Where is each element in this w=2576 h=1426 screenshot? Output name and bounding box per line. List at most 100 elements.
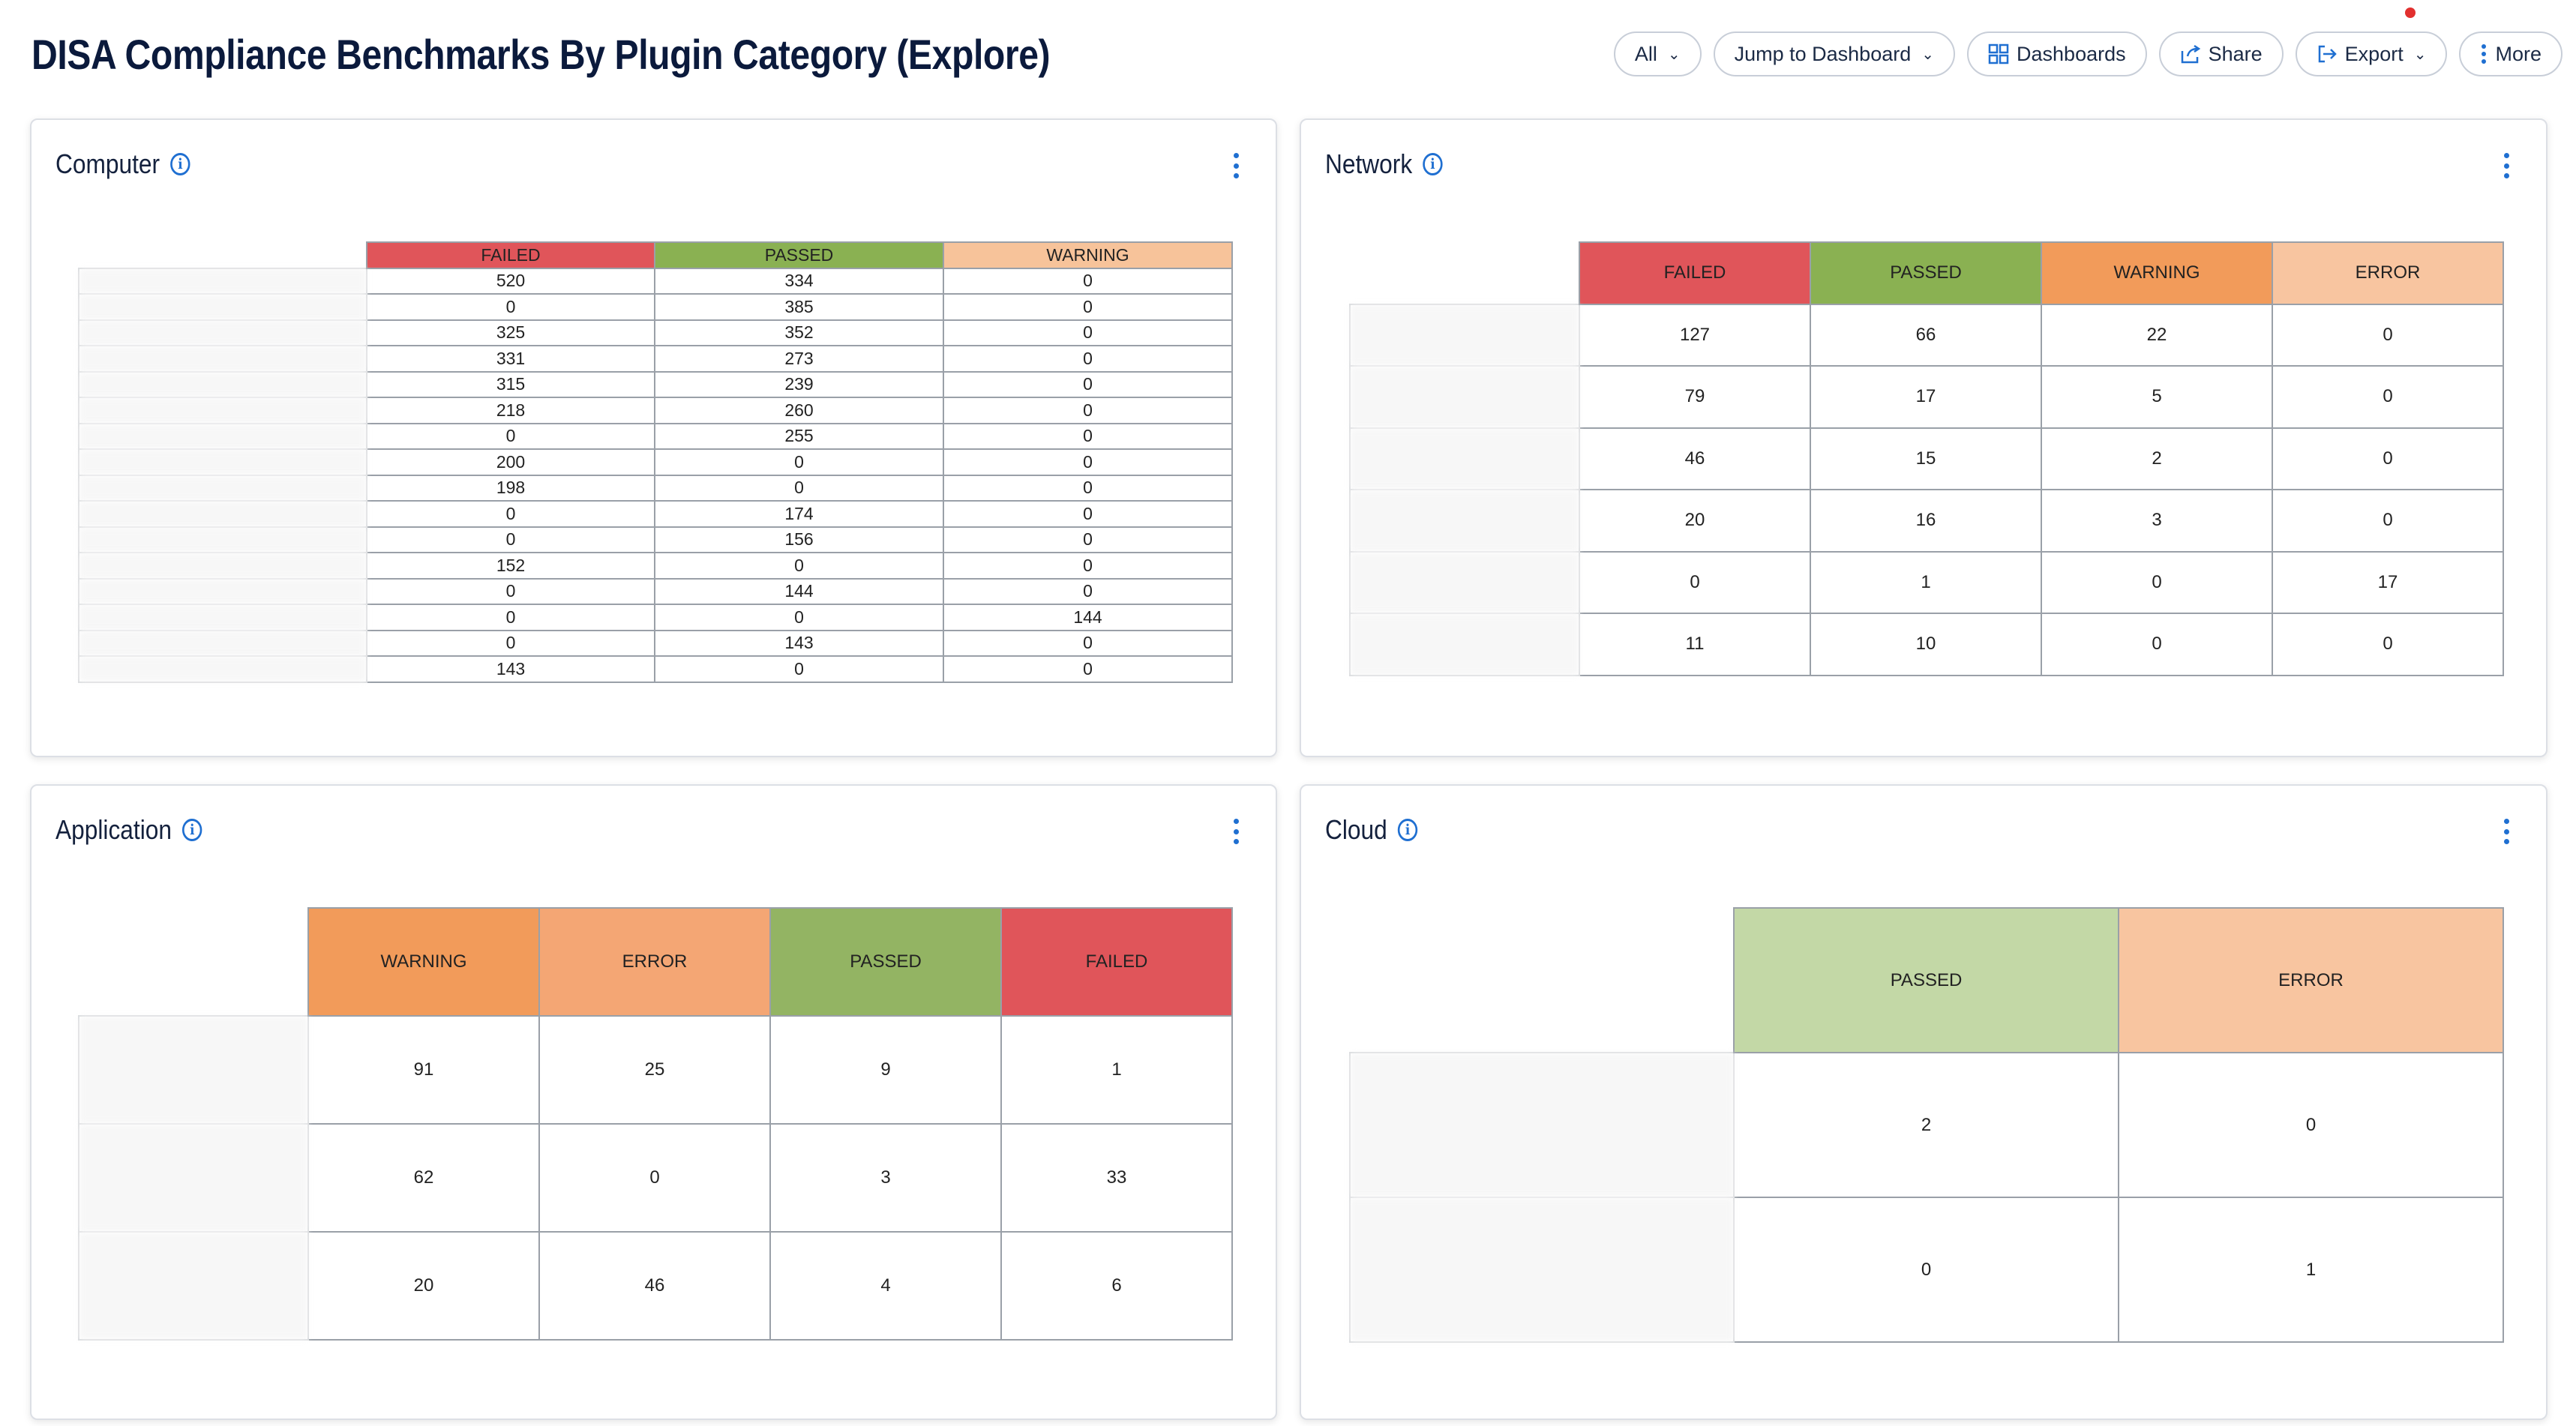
table-cell[interactable]: 0 bbox=[2118, 1052, 2504, 1198]
table-cell[interactable]: 315 bbox=[366, 370, 655, 398]
table-cell[interactable]: 0 bbox=[943, 552, 1233, 580]
table-cell[interactable]: 62 bbox=[307, 1123, 540, 1233]
table-cell[interactable]: 325 bbox=[366, 319, 655, 346]
table-cell[interactable]: 0 bbox=[2272, 303, 2504, 367]
table-cell[interactable]: 331 bbox=[366, 345, 655, 373]
table-cell[interactable]: 0 bbox=[366, 629, 655, 657]
table-cell[interactable]: 6 bbox=[1000, 1231, 1233, 1341]
table-cell[interactable]: 0 bbox=[943, 293, 1233, 321]
table-cell[interactable]: 0 bbox=[943, 577, 1233, 605]
table-cell[interactable]: 5 bbox=[2041, 365, 2273, 429]
table-cell[interactable]: 152 bbox=[366, 552, 655, 580]
share-button[interactable]: Share bbox=[2158, 31, 2284, 76]
table-cell[interactable]: 1 bbox=[1810, 550, 2042, 614]
table-cell[interactable]: 20 bbox=[1579, 489, 1811, 553]
table-cell[interactable]: 0 bbox=[1579, 550, 1811, 614]
table-cell[interactable]: 17 bbox=[1810, 365, 2042, 429]
table-cell[interactable]: 0 bbox=[943, 655, 1233, 683]
table-cell[interactable]: 156 bbox=[654, 526, 944, 553]
table-cell[interactable]: 11 bbox=[1579, 613, 1811, 676]
panel-menu-icon[interactable] bbox=[1232, 819, 1240, 844]
table-cell[interactable]: 0 bbox=[654, 655, 944, 683]
panel-menu-icon[interactable] bbox=[2503, 819, 2510, 844]
table-cell[interactable]: 46 bbox=[1579, 427, 1811, 490]
dashboards-button[interactable]: Dashboards bbox=[1967, 31, 2147, 76]
table-cell[interactable]: 2 bbox=[2041, 427, 2273, 490]
table-cell[interactable]: 79 bbox=[1579, 365, 1811, 429]
table-cell[interactable]: 3 bbox=[2041, 489, 2273, 553]
table-cell[interactable]: 260 bbox=[654, 397, 944, 424]
table-cell[interactable]: 0 bbox=[943, 474, 1233, 502]
table-cell[interactable]: 0 bbox=[943, 448, 1233, 476]
table-cell[interactable]: 0 bbox=[2272, 489, 2504, 553]
table-cell[interactable]: 218 bbox=[366, 397, 655, 424]
table-cell[interactable]: 0 bbox=[943, 397, 1233, 424]
table-cell[interactable]: 22 bbox=[2041, 303, 2273, 367]
column-header-passed[interactable]: PASSED bbox=[769, 907, 1002, 1017]
table-cell[interactable]: 0 bbox=[654, 604, 944, 631]
table-cell[interactable]: 9 bbox=[769, 1015, 1002, 1125]
table-cell[interactable]: 46 bbox=[538, 1231, 771, 1341]
table-cell[interactable]: 17 bbox=[2272, 550, 2504, 614]
info-icon[interactable]: i bbox=[1423, 153, 1443, 175]
table-cell[interactable]: 0 bbox=[2272, 613, 2504, 676]
column-header-passed[interactable]: PASSED bbox=[1810, 241, 2042, 305]
table-cell[interactable]: 0 bbox=[654, 448, 944, 476]
table-cell[interactable]: 174 bbox=[654, 500, 944, 528]
table-cell[interactable]: 0 bbox=[2041, 613, 2273, 676]
column-header-failed[interactable]: FAILED bbox=[1000, 907, 1233, 1017]
table-cell[interactable]: 198 bbox=[366, 474, 655, 502]
table-cell[interactable]: 0 bbox=[943, 629, 1233, 657]
table-cell[interactable]: 334 bbox=[654, 267, 944, 295]
table-cell[interactable]: 0 bbox=[943, 526, 1233, 553]
table-cell[interactable]: 0 bbox=[943, 267, 1233, 295]
column-header-failed[interactable]: FAILED bbox=[1579, 241, 1811, 305]
column-header-error[interactable]: ERROR bbox=[538, 907, 771, 1017]
table-cell[interactable]: 33 bbox=[1000, 1123, 1233, 1233]
jump-to-dashboard-button[interactable]: Jump to Dashboard ⌄ bbox=[1713, 31, 1956, 76]
info-icon[interactable]: i bbox=[182, 819, 202, 841]
table-cell[interactable]: 2 bbox=[1733, 1052, 2119, 1198]
table-cell[interactable]: 144 bbox=[943, 604, 1233, 631]
table-cell[interactable]: 20 bbox=[307, 1231, 540, 1341]
table-cell[interactable]: 4 bbox=[769, 1231, 1002, 1341]
info-icon[interactable]: i bbox=[1397, 819, 1418, 841]
panel-menu-icon[interactable] bbox=[2503, 153, 2510, 178]
table-cell[interactable]: 66 bbox=[1810, 303, 2042, 367]
table-cell[interactable]: 0 bbox=[2272, 365, 2504, 429]
table-cell[interactable]: 239 bbox=[654, 370, 944, 398]
table-cell[interactable]: 0 bbox=[538, 1123, 771, 1233]
table-cell[interactable]: 0 bbox=[654, 474, 944, 502]
table-cell[interactable]: 0 bbox=[943, 370, 1233, 398]
table-cell[interactable]: 0 bbox=[366, 526, 655, 553]
column-header-warning[interactable]: WARNING bbox=[307, 907, 540, 1017]
more-button[interactable]: More bbox=[2459, 31, 2563, 76]
export-button[interactable]: Export ⌄ bbox=[2295, 31, 2448, 76]
column-header-warning[interactable]: WARNING bbox=[943, 241, 1233, 269]
table-cell[interactable]: 520 bbox=[366, 267, 655, 295]
table-cell[interactable]: 255 bbox=[654, 422, 944, 450]
table-cell[interactable]: 143 bbox=[366, 655, 655, 683]
table-cell[interactable]: 127 bbox=[1579, 303, 1811, 367]
table-cell[interactable]: 3 bbox=[769, 1123, 1002, 1233]
table-cell[interactable]: 0 bbox=[2272, 427, 2504, 490]
table-cell[interactable]: 15 bbox=[1810, 427, 2042, 490]
table-cell[interactable]: 144 bbox=[654, 577, 944, 605]
table-cell[interactable]: 0 bbox=[943, 345, 1233, 373]
column-header-failed[interactable]: FAILED bbox=[366, 241, 655, 269]
table-cell[interactable]: 0 bbox=[366, 604, 655, 631]
table-cell[interactable]: 0 bbox=[2041, 550, 2273, 614]
table-cell[interactable]: 25 bbox=[538, 1015, 771, 1125]
table-cell[interactable]: 143 bbox=[654, 629, 944, 657]
table-cell[interactable]: 0 bbox=[366, 293, 655, 321]
column-header-passed[interactable]: PASSED bbox=[1733, 907, 2119, 1053]
table-cell[interactable]: 1 bbox=[1000, 1015, 1233, 1125]
column-header-error[interactable]: ERROR bbox=[2272, 241, 2504, 305]
info-icon[interactable]: i bbox=[170, 153, 190, 175]
table-cell[interactable]: 16 bbox=[1810, 489, 2042, 553]
table-cell[interactable]: 0 bbox=[943, 319, 1233, 346]
table-cell[interactable]: 273 bbox=[654, 345, 944, 373]
column-header-warning[interactable]: WARNING bbox=[2041, 241, 2273, 305]
table-cell[interactable]: 0 bbox=[366, 577, 655, 605]
panel-menu-icon[interactable] bbox=[1232, 153, 1240, 178]
